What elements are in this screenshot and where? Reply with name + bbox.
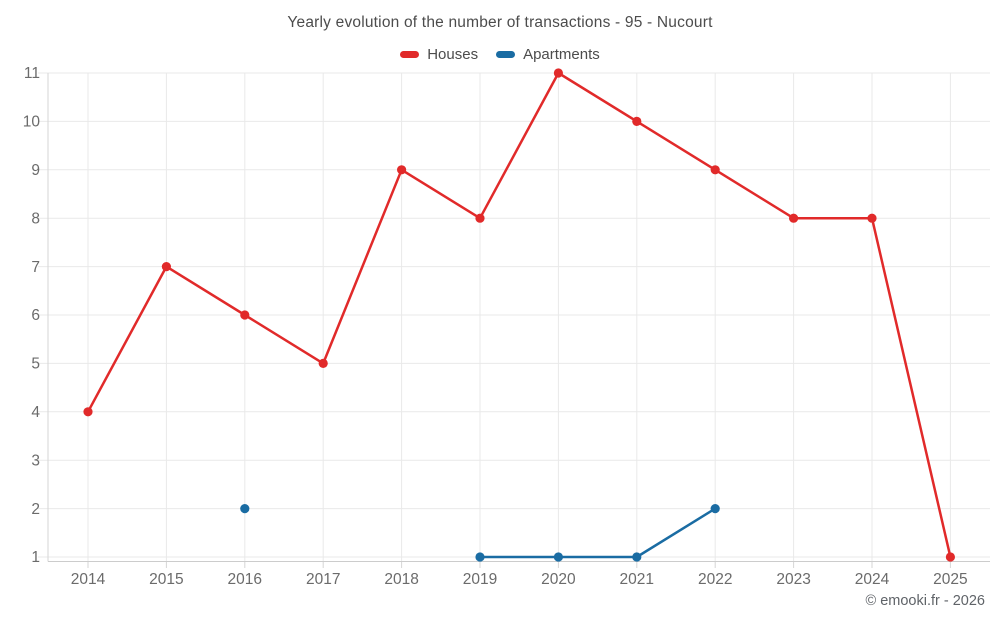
houses-series-swatch-icon	[400, 51, 420, 58]
y-tick-label-2: 2	[31, 501, 40, 518]
y-tick-label-4: 4	[31, 404, 40, 421]
x-tick-label-2022: 2022	[698, 571, 732, 588]
legend-item-houses[interactable]: Houses	[400, 46, 478, 63]
point-houses-2024[interactable]	[867, 213, 877, 223]
credit: © emooki.fr - 2026	[865, 593, 985, 609]
point-houses-2020[interactable]	[553, 68, 564, 78]
point-houses-2022[interactable]	[710, 165, 720, 175]
y-tick-label-8: 8	[31, 210, 40, 227]
point-apartments-2016[interactable]	[240, 504, 250, 514]
point-apartments-2019[interactable]	[475, 552, 485, 562]
y-tick-label-1: 1	[31, 549, 40, 566]
x-tick-label-2015: 2015	[149, 571, 183, 588]
y-tick-label-7: 7	[31, 259, 40, 276]
legend-item-apartments[interactable]: Apartments	[496, 46, 600, 63]
x-tick-label-2020: 2020	[541, 571, 576, 588]
x-tick-label-2018: 2018	[384, 571, 418, 588]
x-tick-label-2023: 2023	[776, 571, 810, 588]
chart-title: Yearly evolution of the number of transa…	[287, 14, 713, 31]
point-houses-2021[interactable]	[632, 116, 642, 126]
point-houses-2015[interactable]	[161, 262, 171, 272]
legend: Houses Apartments	[0, 46, 1000, 63]
point-houses-2025[interactable]	[945, 552, 956, 562]
x-tick-label-2021: 2021	[620, 571, 654, 588]
x-tick-label-2019: 2019	[463, 571, 497, 588]
point-houses-2018[interactable]	[397, 165, 407, 175]
y-tick-label-11: 11	[24, 65, 40, 82]
y-tick-label-5: 5	[31, 356, 40, 373]
series-line-apartments	[478, 507, 717, 559]
y-tick-label-9: 9	[31, 162, 40, 179]
legend-label-apartments: Apartments	[523, 46, 600, 63]
point-houses-2016[interactable]	[240, 310, 250, 320]
x-tick-label-2016: 2016	[228, 571, 262, 588]
apartments-series-swatch-icon	[496, 51, 516, 58]
x-tick-label-2017: 2017	[306, 571, 340, 588]
point-houses-2019[interactable]	[475, 213, 485, 223]
series-line-houses	[86, 71, 952, 559]
point-houses-2017[interactable]	[318, 358, 328, 368]
point-apartments-2020[interactable]	[553, 552, 564, 562]
point-houses-2014[interactable]	[83, 407, 93, 417]
y-tick-label-3: 3	[31, 452, 40, 469]
point-apartments-2022[interactable]	[710, 504, 720, 514]
y-tick-label-6: 6	[31, 307, 40, 324]
point-apartments-2021[interactable]	[632, 552, 642, 562]
legend-label-houses: Houses	[427, 46, 479, 63]
x-tick-label-2025: 2025	[933, 571, 967, 588]
x-tick-label-2024: 2024	[855, 571, 890, 588]
x-tick-label-2014: 2014	[71, 571, 106, 588]
point-houses-2023[interactable]	[789, 213, 799, 223]
y-tick-label-10: 10	[23, 114, 41, 131]
